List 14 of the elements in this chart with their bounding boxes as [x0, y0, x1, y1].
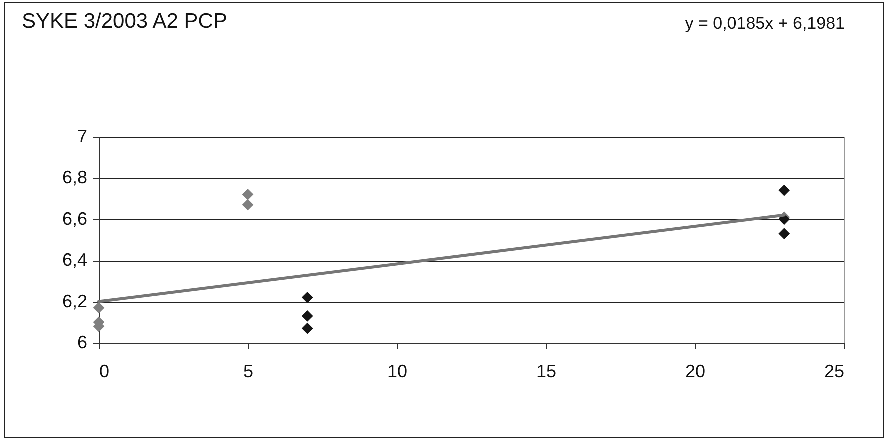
x-tick-label: 20	[685, 362, 706, 382]
chart-title: SYKE 3/2003 A2 PCP	[22, 10, 228, 34]
y-tick-label: 6,8	[62, 168, 88, 188]
y-tick-label: 6,6	[62, 208, 88, 229]
x-tick-label: 0	[100, 362, 110, 382]
x-tick-label: 15	[536, 362, 557, 382]
y-tick-label: 6,4	[62, 250, 88, 270]
text: y = 0,0185x + 6,1981	[685, 14, 845, 34]
x-tick-label: 25	[824, 362, 844, 382]
x-tick-label: 5	[243, 362, 254, 382]
y-tick-label: 7	[77, 126, 88, 146]
y-tick-label: 6	[77, 332, 88, 352]
y-tick-label: 6,2	[62, 291, 88, 312]
x-tick-label: 10	[387, 362, 408, 382]
